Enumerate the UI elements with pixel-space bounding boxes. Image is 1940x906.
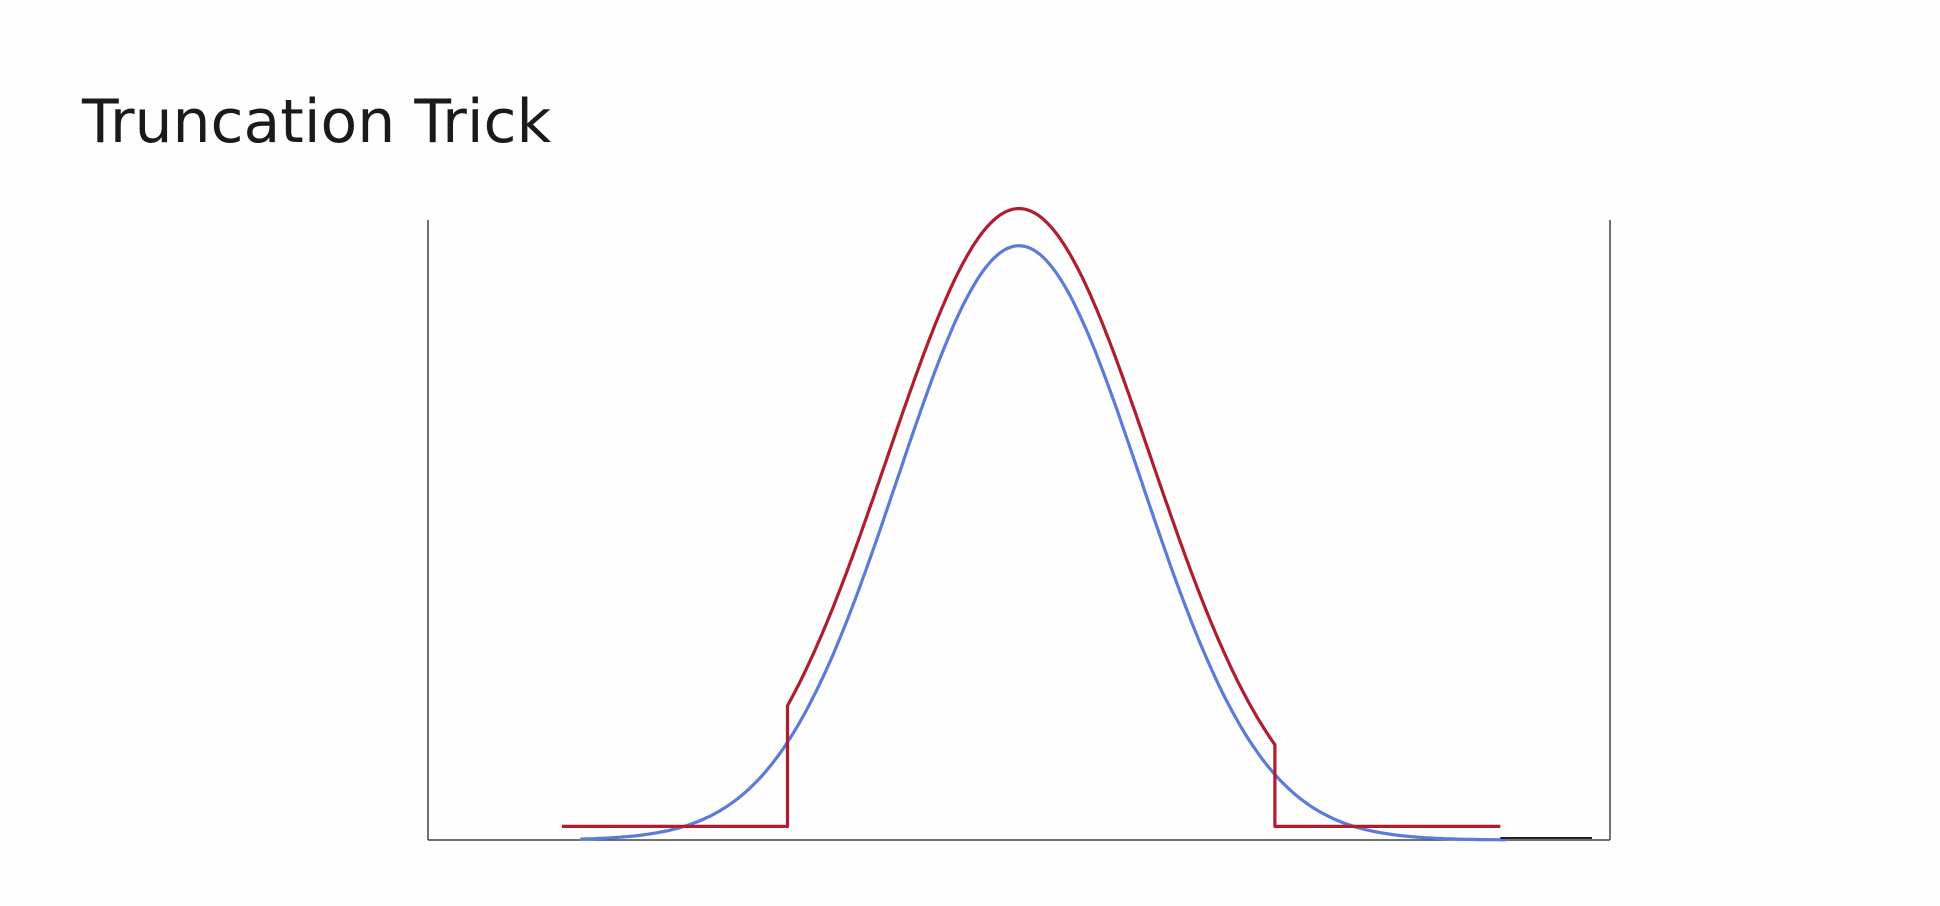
series-layer — [562, 207, 1592, 842]
truncated-distribution-line — [562, 207, 1501, 828]
slide-title: Truncation Trick — [82, 87, 552, 157]
normal-distribution-line — [580, 244, 1507, 842]
